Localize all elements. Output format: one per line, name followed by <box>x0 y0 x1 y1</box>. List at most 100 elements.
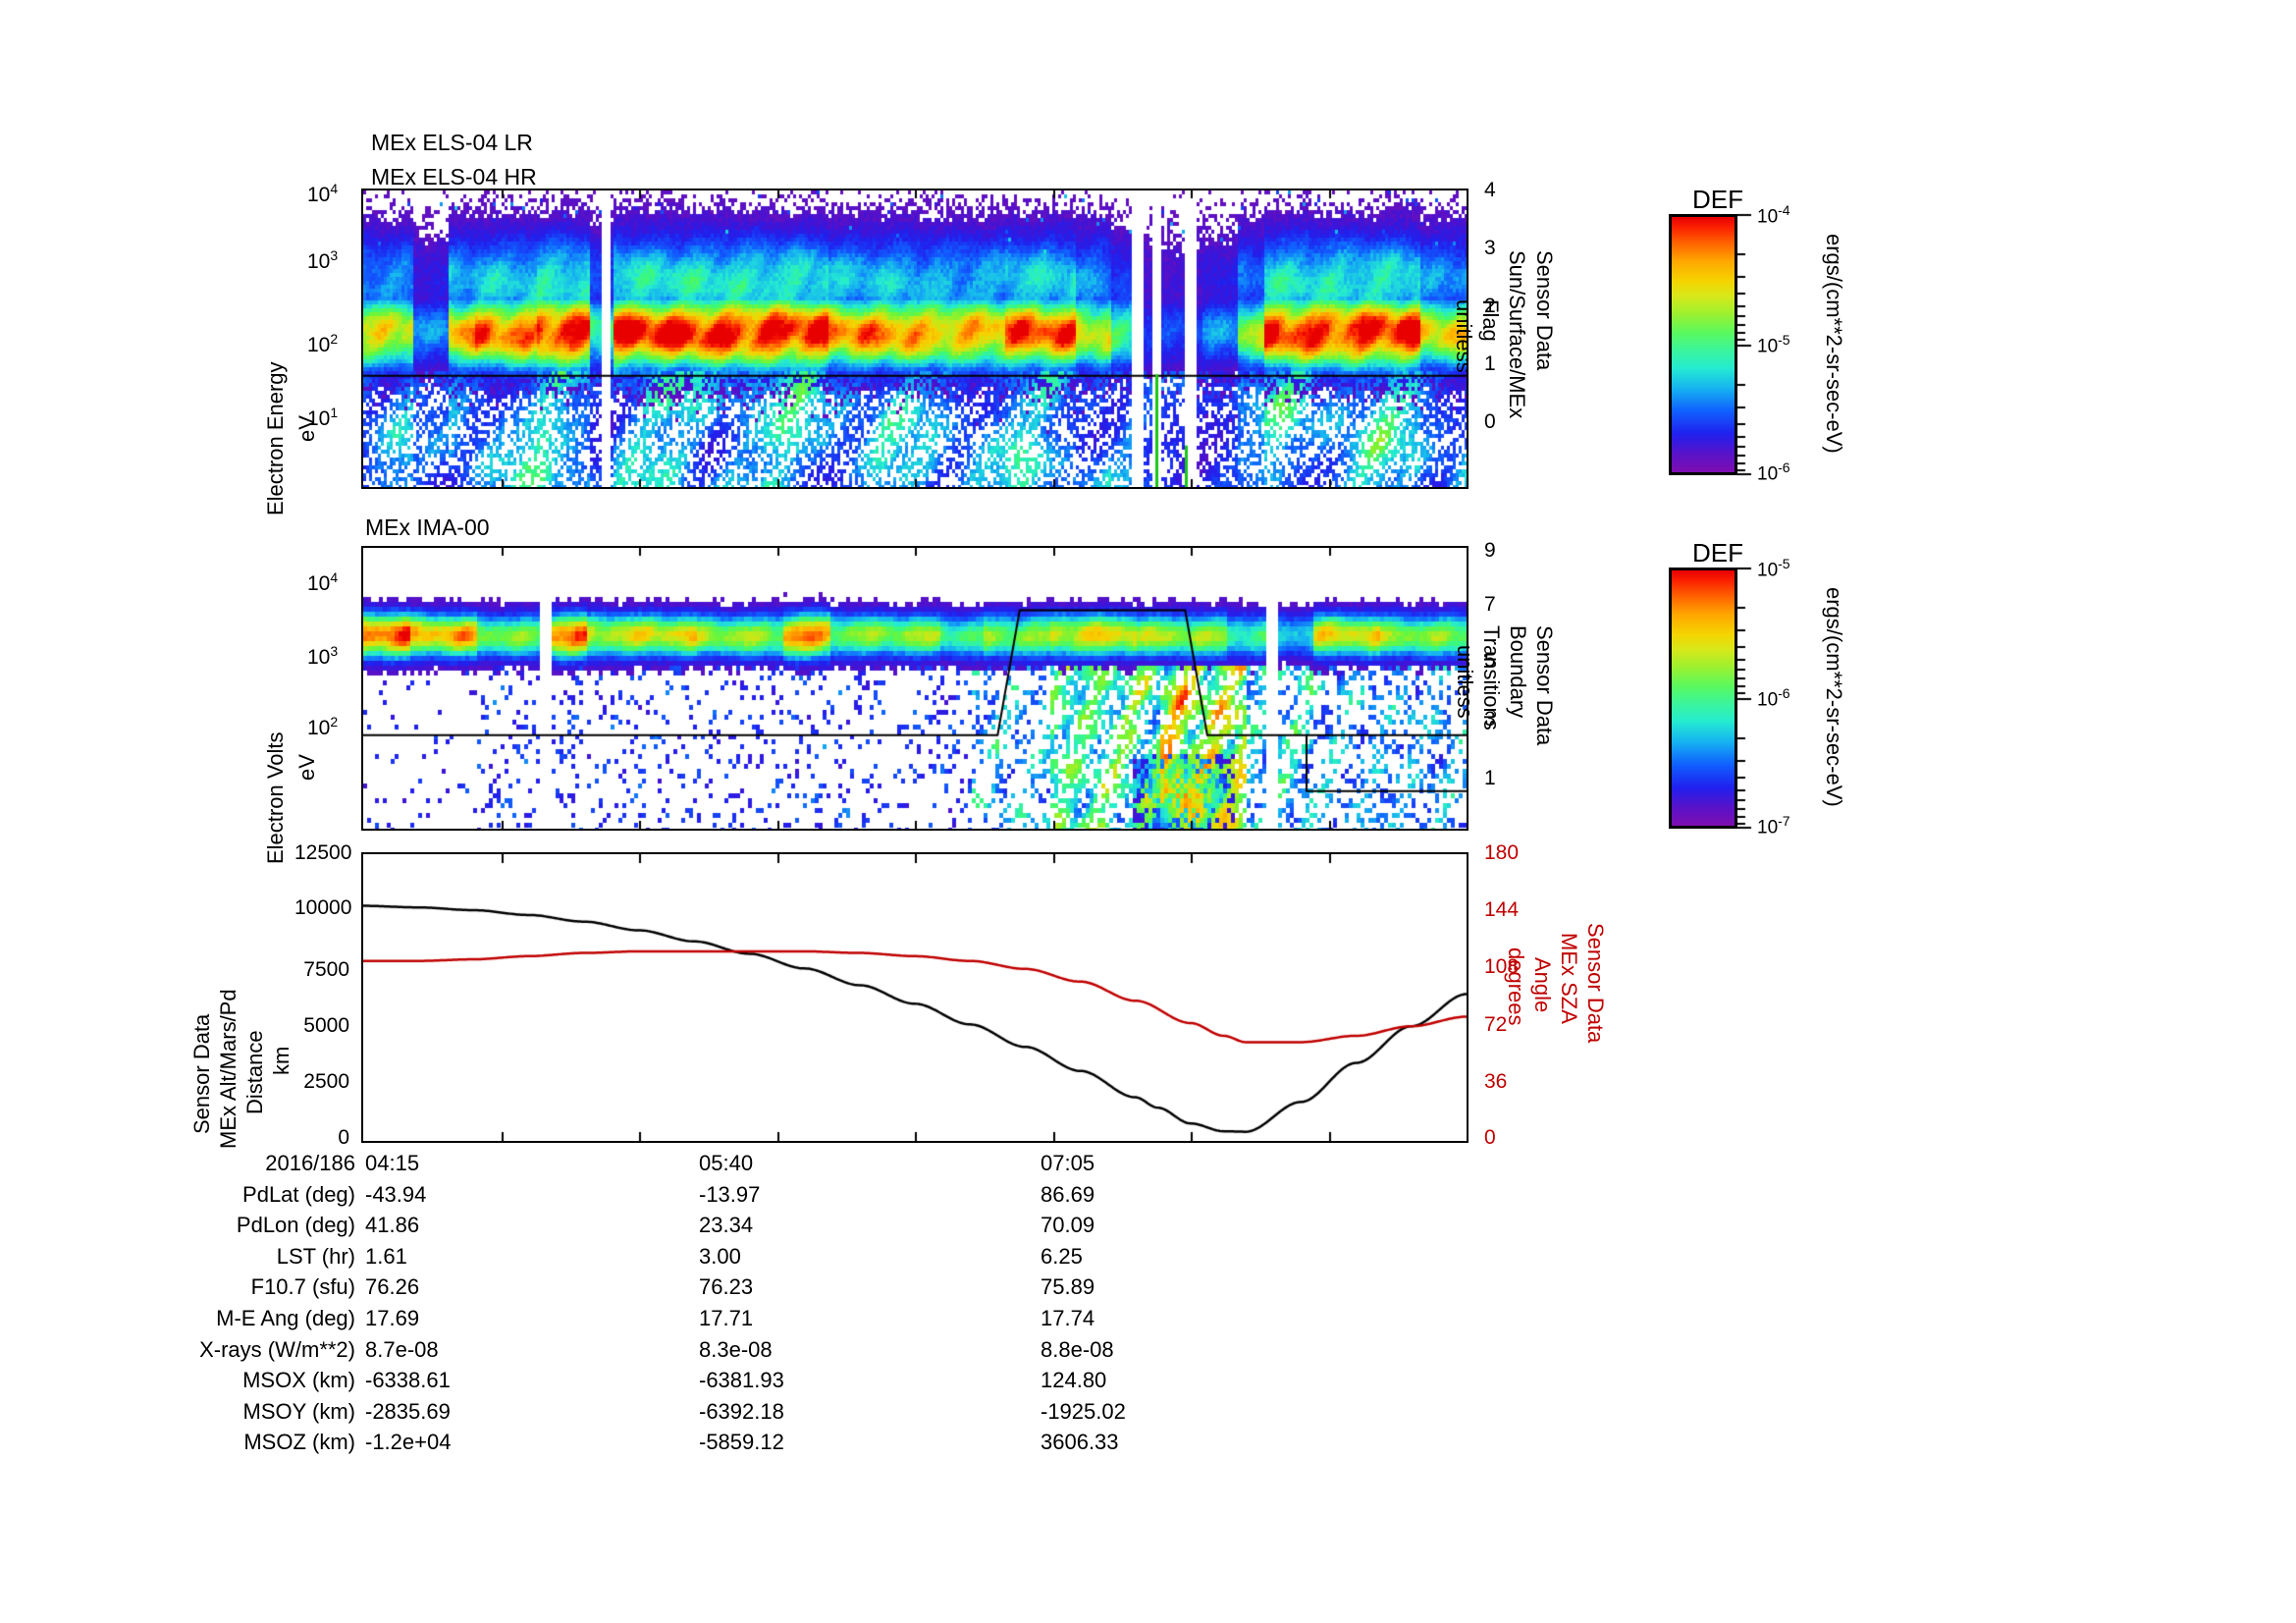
table-cell: 8.8e-08 <box>1041 1336 1114 1362</box>
panel1-right-tick-0: 0 <box>1484 410 1496 433</box>
panel2-right-tick-1: 1 <box>1484 767 1496 789</box>
panel2-ytick-10e4: 104 <box>307 569 339 595</box>
colorbar2-tick-1em5: 10-5 <box>1757 556 1790 581</box>
table-cell: -1925.02 <box>1041 1398 1126 1424</box>
panel2-right-tick-5: 5 <box>1484 649 1496 672</box>
panel3-right-tick-180: 180 <box>1484 841 1520 864</box>
table-cell: 76.23 <box>699 1274 754 1300</box>
panel1-title-lr: MEx ELS-04 LR <box>371 130 533 155</box>
panel1-right-tick-3: 3 <box>1484 237 1496 259</box>
table-cell: 86.69 <box>1041 1181 1095 1207</box>
panel3-ytick-12500: 12500 <box>294 841 352 864</box>
panel1-right-tick-4: 4 <box>1484 179 1496 201</box>
panel2-left-axis-unit-text: eV <box>294 754 319 781</box>
panel2-right-axis-label-3: Transitions <box>1479 625 1504 730</box>
panel3-right-axis-label-3: Angle <box>1530 957 1555 1013</box>
panel1-ytick-10e1: 101 <box>307 405 339 430</box>
colorbar1-ticks <box>1737 212 1755 477</box>
table-cell: 8.3e-08 <box>699 1336 773 1362</box>
panel1-spectrogram-canvas <box>363 190 1467 487</box>
panel1-right-axis-label-3: Flag <box>1478 299 1503 342</box>
panel1-right-axis-label-1: Sensor Data <box>1532 250 1557 371</box>
table-cell: 17.74 <box>1041 1306 1095 1330</box>
table-cell: -13.97 <box>699 1181 761 1207</box>
panel3-right-tick-108: 108 <box>1484 955 1520 978</box>
table-cell: -5859.12 <box>699 1430 784 1455</box>
panel3-right-axis-label-1: Sensor Data <box>1583 923 1608 1044</box>
table-cell: 23.34 <box>699 1213 754 1238</box>
panel3-left-axis-label-2: MEx Alt/Mars/Pd <box>216 989 240 1149</box>
panel2-ytick-10e3: 103 <box>307 643 339 669</box>
panel1-left-axis-label-line1: Electron Energy <box>263 361 288 515</box>
table-cell: 75.89 <box>1041 1274 1095 1300</box>
panel3-left-axis-label-1: Sensor Data <box>189 1013 214 1134</box>
table-row-label: MSOY (km) <box>242 1398 355 1424</box>
table-cell: -1.2e+04 <box>365 1430 452 1455</box>
panel3-lineplot-canvas <box>363 854 1467 1141</box>
panel3-right-axis-label-2: MEx SZA <box>1557 933 1581 1024</box>
ephemeris-table: 2016/186 04:15 05:40 07:05 PdLat (deg) -43.94… <box>0 1151 2296 1454</box>
table-row-label: PdLon (deg) <box>236 1213 355 1238</box>
panel3-ytick-2500: 2500 <box>303 1070 349 1093</box>
panel2-left-axis-label: Electron Volts <box>263 619 288 864</box>
panel1-ytick-10e4: 104 <box>307 181 339 206</box>
table-cell: 124.80 <box>1041 1368 1107 1393</box>
colorbar1-gradient <box>1669 214 1737 475</box>
table-row-label: M-E Ang (deg) <box>216 1306 355 1330</box>
table-cell: 3606.33 <box>1041 1430 1119 1455</box>
panel3-right-tick-0: 0 <box>1484 1126 1496 1149</box>
colorbar2-unit-label: ergs/(cm**2-sr-sec-eV) <box>1822 587 1846 807</box>
panel2-left-axis-label-line1: Electron Volts <box>263 731 288 864</box>
table-cell: -2835.69 <box>365 1398 451 1424</box>
panel1-right-tick-2: 2 <box>1484 295 1496 317</box>
panel1-ytick-10e3: 103 <box>307 247 339 273</box>
colorbar1-title: DEF <box>1692 185 1743 214</box>
panel2-right-axis-label-1: Sensor Data <box>1532 625 1557 746</box>
panel2-right-axis-label-4: unitless <box>1453 645 1477 719</box>
panel1-right-axis-label-4: unitless <box>1452 299 1476 373</box>
panel3-left-axis-label-3: Distance <box>242 1030 267 1114</box>
colorbar2-title: DEF <box>1692 538 1743 568</box>
colorbar1-tick-1em4: 10-4 <box>1757 202 1790 228</box>
table-cell: -6381.93 <box>699 1368 784 1393</box>
colorbar2-tick-1em6: 10-6 <box>1757 685 1790 711</box>
table-row-label: F10.7 (sfu) <box>250 1274 355 1300</box>
table-cell: -43.94 <box>365 1181 427 1207</box>
table-cell: 6.25 <box>1041 1243 1083 1269</box>
panel3-right-tick-36: 36 <box>1484 1070 1508 1093</box>
panel3-ytick-5000: 5000 <box>303 1014 349 1037</box>
table-row-label: LST (hr) <box>276 1243 355 1269</box>
table-cell: 8.7e-08 <box>365 1336 439 1362</box>
table-row-label: MSOX (km) <box>242 1368 355 1393</box>
panel2-right-tick-9: 9 <box>1484 539 1496 562</box>
panel3-ytick-10000: 10000 <box>294 896 352 919</box>
table-row-label: X-rays (W/m**2) <box>199 1336 355 1362</box>
table-cell: 41.86 <box>365 1213 420 1238</box>
panel1-right-tick-1: 1 <box>1484 352 1496 375</box>
panel3-right-tick-144: 144 <box>1484 898 1520 921</box>
table-cell: -6338.61 <box>365 1368 451 1393</box>
panel3-ytick-0: 0 <box>338 1126 349 1149</box>
table-cell: 05:40 <box>699 1151 754 1175</box>
colorbar2-tick-1em7: 10-7 <box>1757 813 1790 839</box>
table-row-label: 2016/186 <box>265 1151 355 1175</box>
table-cell: 70.09 <box>1041 1213 1095 1238</box>
panel2-spectrogram <box>361 546 1468 831</box>
table-row-label: PdLat (deg) <box>242 1181 355 1207</box>
panel2-ytick-10e2: 102 <box>307 714 339 739</box>
table-cell: 07:05 <box>1041 1151 1095 1175</box>
panel3-ytick-7500: 7500 <box>303 958 349 981</box>
table-cell: 17.69 <box>365 1306 420 1330</box>
panel1-spectrogram <box>361 189 1468 489</box>
panel3-left-axis-label-4: km <box>269 1046 294 1075</box>
table-cell: 3.00 <box>699 1243 741 1269</box>
table-row-label: MSOZ (km) <box>243 1430 355 1455</box>
panel2-right-tick-7: 7 <box>1484 593 1496 616</box>
panel1-title-hr: MEx ELS-04 HR <box>371 164 537 189</box>
table-cell: 76.26 <box>365 1274 420 1300</box>
panel2-right-axis-label-2: Boundary <box>1506 625 1530 719</box>
panel2-title: MEx IMA-00 <box>365 514 490 540</box>
colorbar1-tick-1em6: 10-6 <box>1757 460 1790 485</box>
table-cell: -6392.18 <box>699 1398 784 1424</box>
